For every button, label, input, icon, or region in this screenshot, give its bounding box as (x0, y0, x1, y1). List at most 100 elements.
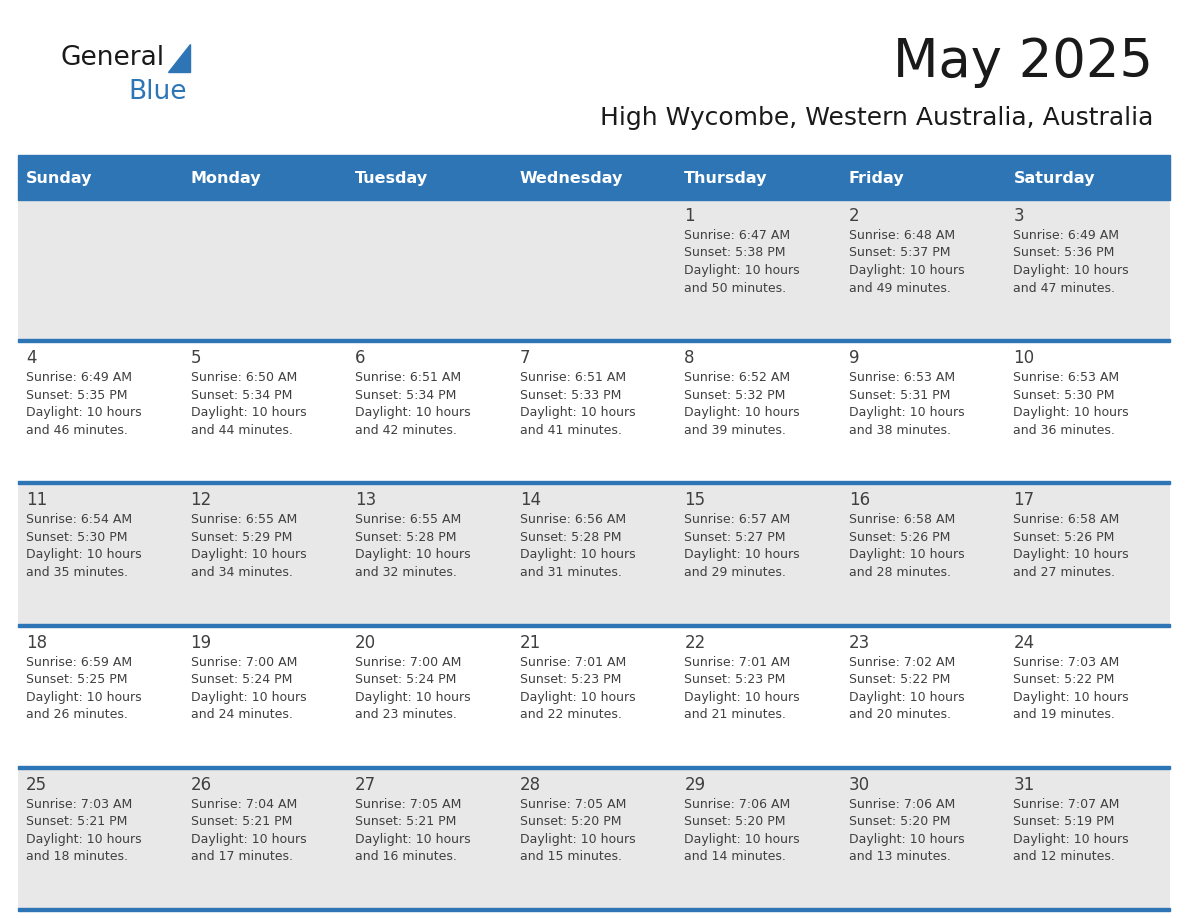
Bar (676, 159, 841, 197)
Text: 4: 4 (26, 349, 37, 367)
Text: Sunset: 5:27 PM: Sunset: 5:27 PM (684, 531, 785, 543)
Text: Daylight: 10 hours: Daylight: 10 hours (519, 833, 636, 845)
Bar (1005, 623, 1170, 766)
Text: and 34 minutes.: and 34 minutes. (190, 565, 292, 579)
Text: Sunrise: 6:47 AM: Sunrise: 6:47 AM (684, 229, 790, 242)
Text: 14: 14 (519, 491, 541, 509)
Text: Daylight: 10 hours: Daylight: 10 hours (684, 406, 800, 420)
Bar (1005, 197, 1170, 339)
Text: and 18 minutes.: and 18 minutes. (26, 850, 128, 863)
Text: Sunrise: 6:57 AM: Sunrise: 6:57 AM (684, 513, 790, 526)
Text: Daylight: 10 hours: Daylight: 10 hours (1013, 690, 1129, 703)
Bar (183, 766, 347, 908)
Text: Sunset: 5:26 PM: Sunset: 5:26 PM (849, 531, 950, 543)
Bar (18, 481, 183, 623)
Text: 27: 27 (355, 776, 377, 794)
Text: Sunrise: 7:05 AM: Sunrise: 7:05 AM (519, 798, 626, 811)
Text: Sunrise: 7:03 AM: Sunrise: 7:03 AM (26, 798, 132, 811)
Text: Daylight: 10 hours: Daylight: 10 hours (1013, 406, 1129, 420)
Text: High Wycombe, Western Australia, Australia: High Wycombe, Western Australia, Austral… (600, 106, 1154, 130)
Text: Sunrise: 6:56 AM: Sunrise: 6:56 AM (519, 513, 626, 526)
Text: Daylight: 10 hours: Daylight: 10 hours (190, 690, 307, 703)
Text: 28: 28 (519, 776, 541, 794)
Bar (841, 339, 1005, 481)
Text: Blue: Blue (128, 79, 187, 105)
Text: Sunrise: 6:51 AM: Sunrise: 6:51 AM (355, 371, 461, 385)
Text: 6: 6 (355, 349, 366, 367)
Text: Sunrise: 7:01 AM: Sunrise: 7:01 AM (519, 655, 626, 668)
Bar (18, 766, 1170, 768)
Text: 12: 12 (190, 491, 211, 509)
Text: Sunset: 5:19 PM: Sunset: 5:19 PM (1013, 815, 1114, 828)
Text: Sunrise: 6:58 AM: Sunrise: 6:58 AM (1013, 513, 1119, 526)
Bar (183, 481, 347, 623)
Text: Friday: Friday (849, 171, 904, 185)
Text: Daylight: 10 hours: Daylight: 10 hours (1013, 264, 1129, 277)
Bar (841, 159, 1005, 197)
Text: Sunset: 5:38 PM: Sunset: 5:38 PM (684, 247, 785, 260)
Text: General: General (61, 45, 164, 71)
Text: Daylight: 10 hours: Daylight: 10 hours (684, 690, 800, 703)
Text: Sunrise: 6:53 AM: Sunrise: 6:53 AM (1013, 371, 1119, 385)
Bar (347, 766, 512, 908)
Text: and 39 minutes.: and 39 minutes. (684, 424, 786, 437)
Bar (676, 197, 841, 339)
Bar (676, 481, 841, 623)
Bar (676, 623, 841, 766)
Text: Daylight: 10 hours: Daylight: 10 hours (849, 548, 965, 562)
Bar (183, 197, 347, 339)
Text: 31: 31 (1013, 776, 1035, 794)
Bar (18, 159, 183, 197)
Bar (183, 623, 347, 766)
Bar (841, 481, 1005, 623)
Text: May 2025: May 2025 (893, 36, 1154, 88)
Bar (676, 766, 841, 908)
Bar (676, 339, 841, 481)
Text: and 15 minutes.: and 15 minutes. (519, 850, 621, 863)
Text: Daylight: 10 hours: Daylight: 10 hours (519, 690, 636, 703)
Bar (347, 481, 512, 623)
Text: and 13 minutes.: and 13 minutes. (849, 850, 950, 863)
Text: Sunrise: 7:02 AM: Sunrise: 7:02 AM (849, 655, 955, 668)
Text: Sunset: 5:21 PM: Sunset: 5:21 PM (355, 815, 456, 828)
Bar (512, 339, 676, 481)
Text: and 16 minutes.: and 16 minutes. (355, 850, 457, 863)
Text: Sunrise: 6:49 AM: Sunrise: 6:49 AM (1013, 229, 1119, 242)
Text: Sunday: Sunday (26, 171, 93, 185)
Bar (512, 159, 676, 197)
Text: and 19 minutes.: and 19 minutes. (1013, 708, 1116, 722)
Text: Sunrise: 7:05 AM: Sunrise: 7:05 AM (355, 798, 461, 811)
Text: Daylight: 10 hours: Daylight: 10 hours (190, 548, 307, 562)
Text: Daylight: 10 hours: Daylight: 10 hours (355, 548, 470, 562)
Text: and 31 minutes.: and 31 minutes. (519, 565, 621, 579)
Text: Sunrise: 7:00 AM: Sunrise: 7:00 AM (355, 655, 461, 668)
Bar (183, 159, 347, 197)
Text: Sunset: 5:22 PM: Sunset: 5:22 PM (1013, 673, 1114, 686)
Bar (183, 339, 347, 481)
Text: and 47 minutes.: and 47 minutes. (1013, 282, 1116, 295)
Text: Sunset: 5:31 PM: Sunset: 5:31 PM (849, 388, 950, 402)
Text: Sunset: 5:33 PM: Sunset: 5:33 PM (519, 388, 621, 402)
Text: 23: 23 (849, 633, 870, 652)
Bar (347, 339, 512, 481)
Text: Monday: Monday (190, 171, 261, 185)
Text: 29: 29 (684, 776, 706, 794)
Bar (1005, 159, 1170, 197)
Text: Sunset: 5:36 PM: Sunset: 5:36 PM (1013, 247, 1114, 260)
Text: Sunrise: 6:55 AM: Sunrise: 6:55 AM (190, 513, 297, 526)
Bar (18, 339, 1170, 342)
Bar (347, 197, 512, 339)
Text: and 42 minutes.: and 42 minutes. (355, 424, 457, 437)
Text: Daylight: 10 hours: Daylight: 10 hours (355, 833, 470, 845)
Bar (512, 197, 676, 339)
Text: Sunrise: 6:48 AM: Sunrise: 6:48 AM (849, 229, 955, 242)
Text: and 23 minutes.: and 23 minutes. (355, 708, 457, 722)
Text: Sunrise: 6:54 AM: Sunrise: 6:54 AM (26, 513, 132, 526)
Text: Sunrise: 6:53 AM: Sunrise: 6:53 AM (849, 371, 955, 385)
Text: 5: 5 (190, 349, 201, 367)
Text: 1: 1 (684, 207, 695, 225)
Text: Sunset: 5:20 PM: Sunset: 5:20 PM (684, 815, 785, 828)
Text: 26: 26 (190, 776, 211, 794)
Text: 25: 25 (26, 776, 48, 794)
Text: Daylight: 10 hours: Daylight: 10 hours (26, 548, 141, 562)
